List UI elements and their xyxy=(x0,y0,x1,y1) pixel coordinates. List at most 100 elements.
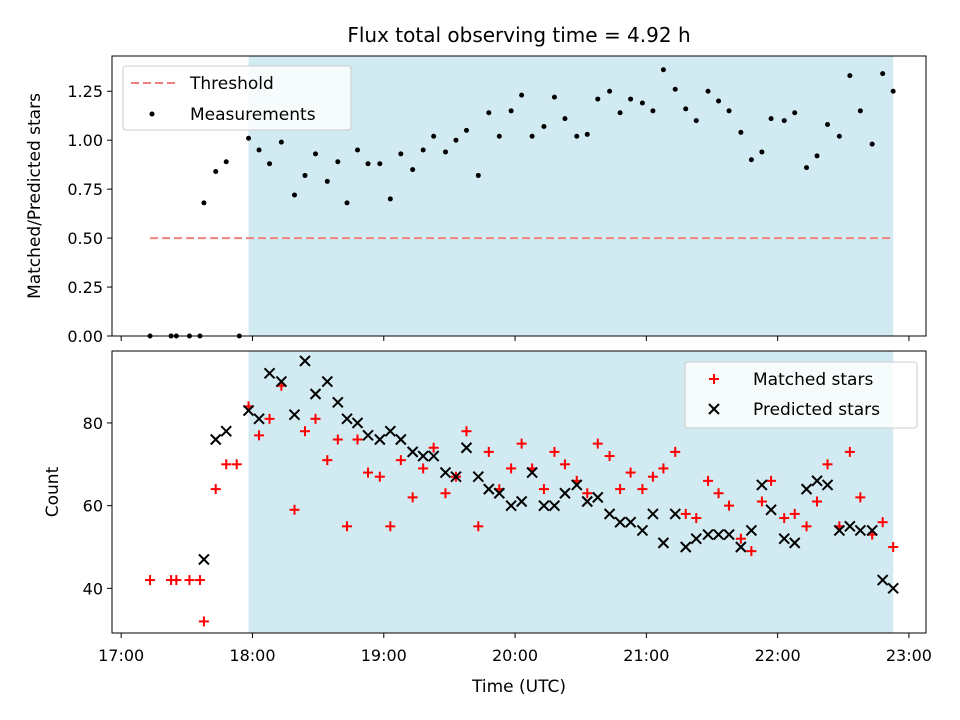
predicted-stars-point xyxy=(275,375,288,388)
measurements-point xyxy=(595,96,601,102)
measurements-point xyxy=(672,86,678,92)
matched-stars-point xyxy=(352,434,363,445)
measurements-point xyxy=(628,96,634,102)
matched-stars-point xyxy=(171,575,182,586)
measurements-legend-marker xyxy=(149,111,155,117)
predicted-stars-point xyxy=(581,495,593,508)
measurements-point xyxy=(475,172,481,178)
matched-stars-point xyxy=(332,434,343,445)
predicted-stars-point xyxy=(341,413,353,425)
measurements-point xyxy=(335,159,341,165)
matched-stars-point xyxy=(289,504,300,515)
y-tick-label: 0.50 xyxy=(67,229,103,248)
matched-stars-point xyxy=(582,488,593,499)
measurements-point xyxy=(267,161,273,167)
matched-stars-point xyxy=(363,467,374,478)
predicted-stars-point xyxy=(723,528,735,541)
predicted-stars-point xyxy=(614,516,626,528)
predicted-stars-point xyxy=(592,491,604,504)
measurements-point xyxy=(574,133,580,139)
predicted-stars-point xyxy=(198,553,210,566)
plot-frame xyxy=(111,55,927,337)
measurements-point xyxy=(291,192,297,198)
x-tick-label: 18:00 xyxy=(229,646,275,665)
predicted-stars-point xyxy=(647,508,659,520)
y-tick-label: 0.75 xyxy=(67,180,103,199)
predicted-stars-point xyxy=(844,520,856,533)
bottom-panel: Count Time (UTC) 17:00 18:00 19:00 20:00 21:… xyxy=(43,350,932,697)
predicted-stars-point xyxy=(778,533,790,545)
bottom-legend-box xyxy=(684,361,918,429)
matched-stars-point xyxy=(766,475,777,486)
matched-stars-point xyxy=(855,492,866,503)
matched-stars-point xyxy=(658,463,669,474)
x-tick-label: 17:00 xyxy=(98,646,144,665)
y-tick-label: 60 xyxy=(83,497,103,516)
top-panel: Flux total observing time = 4.92 h Match… xyxy=(25,23,927,346)
matched-stars-point xyxy=(418,463,429,474)
matched-stars-point xyxy=(483,446,494,457)
measurements-point xyxy=(387,196,393,202)
matched-stars-point xyxy=(844,446,855,457)
predicted-stars-point xyxy=(210,433,222,446)
predicted-stars-point xyxy=(690,533,702,545)
measurements-point xyxy=(584,131,590,137)
measurements-point xyxy=(869,141,875,147)
predicted-stars-point xyxy=(833,524,846,537)
predicted-stars-point xyxy=(624,516,637,528)
measurements-point xyxy=(377,161,383,167)
matched-stars-point xyxy=(746,546,757,557)
x-tick-label: 20:00 xyxy=(492,646,538,665)
predicted-stars-point xyxy=(460,442,473,454)
measurements-point xyxy=(660,67,666,73)
measurements-point xyxy=(639,100,645,106)
measurements-point xyxy=(442,149,448,155)
measurements-point xyxy=(792,110,798,116)
matched-stars-point xyxy=(713,488,724,499)
predicted-stars-point xyxy=(374,433,386,446)
predicted-stars-point xyxy=(745,524,758,537)
matched-stars-point xyxy=(724,500,735,511)
predicted-stars-point xyxy=(406,446,419,458)
matched-stars-point xyxy=(691,513,702,524)
matched-stars-point xyxy=(877,517,888,528)
measurements-point xyxy=(508,108,514,114)
measurements-point xyxy=(716,98,722,104)
matched-stars-point xyxy=(264,413,275,424)
y-tick-label: 40 xyxy=(83,579,103,598)
predicted-stars-point xyxy=(821,479,834,491)
predicted-stars-point xyxy=(854,524,867,537)
predicted-stars-point xyxy=(811,475,823,487)
x-tick-label: 19:00 xyxy=(361,646,407,665)
predicted-stars-point xyxy=(439,466,452,479)
matched-stars-point xyxy=(615,484,626,495)
measurements-point xyxy=(880,71,886,77)
matched-stars-point xyxy=(703,475,714,486)
measurements-point xyxy=(529,133,535,139)
matched-stars-point xyxy=(637,484,648,495)
predicted-stars-point xyxy=(876,574,889,586)
measurements-point xyxy=(836,133,842,139)
measurements-point xyxy=(847,73,853,79)
measurements-point xyxy=(650,108,656,114)
x-tick-label: 23:00 xyxy=(886,646,932,665)
measurements-point xyxy=(213,169,219,175)
predicted-legend-label: Predicted stars xyxy=(753,400,880,420)
measurements-point xyxy=(607,88,613,94)
matched-stars-point xyxy=(310,413,321,424)
matched-stars-point xyxy=(440,488,451,499)
matched-stars-point xyxy=(888,541,899,552)
matched-stars-point xyxy=(221,459,232,470)
matched-stars-point xyxy=(822,459,833,470)
predicted-stars-point xyxy=(603,508,616,520)
measurements-point xyxy=(486,110,492,116)
measurements-point xyxy=(431,133,437,139)
matched-stars-point xyxy=(680,508,691,519)
matched-stars-point xyxy=(592,438,603,449)
predicted-stars-point xyxy=(332,396,344,408)
matched-stars-point xyxy=(735,533,746,544)
predicted-stars-point xyxy=(515,495,528,508)
measurements-point xyxy=(324,178,330,184)
y-tick-label: 80 xyxy=(83,414,103,433)
predicted-stars-point xyxy=(756,479,768,491)
